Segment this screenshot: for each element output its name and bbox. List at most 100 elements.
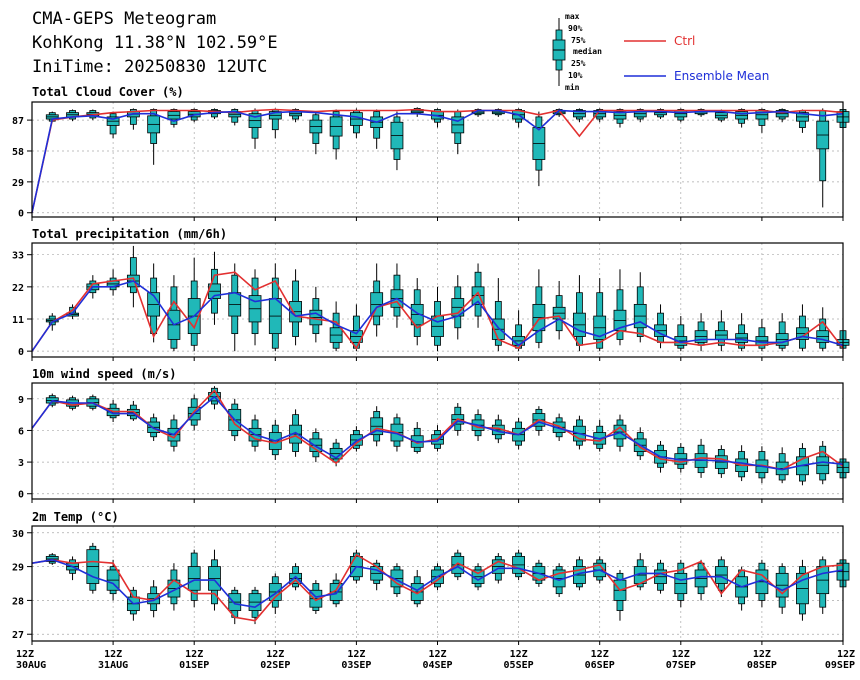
box-precipitation [654, 304, 667, 349]
location-label: KohKong 11.38°N 102.59°E [32, 33, 278, 53]
box-cloud-cover [633, 108, 647, 123]
box-precipitation [309, 286, 323, 343]
box-wind-speed [349, 426, 363, 452]
ctrl-line-temperature [31, 553, 844, 622]
y-tick-label: 0 [18, 347, 24, 358]
box-precipitation [532, 269, 546, 349]
box-cloud-cover [329, 109, 343, 160]
legend-p90-label: 90% [568, 24, 583, 33]
box-cloud-cover [167, 108, 181, 128]
box-cloud-cover [390, 111, 404, 171]
x-date-label: 01SEP [179, 660, 209, 671]
x-hour-label: 12Z [347, 649, 365, 660]
ctrl-line-precipitation [31, 271, 844, 352]
y-tick-label: 27 [12, 630, 24, 641]
box-temperature [45, 553, 59, 565]
x-hour-label: 12Z [428, 649, 446, 660]
box-wind-speed [309, 428, 323, 463]
panel-frame-temperature [31, 525, 844, 642]
panel-frame-precipitation [31, 242, 844, 358]
box-precipitation [268, 263, 282, 352]
box-cloud-cover [370, 109, 384, 149]
box-precipitation [755, 319, 769, 352]
box-cloud-cover [349, 108, 363, 139]
panel-title-temperature: 2m Temp (°C) [32, 510, 119, 524]
y-tick-label: 22 [12, 283, 24, 294]
legend-min-label: min [565, 82, 580, 92]
y-tick-label: 6 [18, 426, 24, 437]
chart-title: CMA-GEPS Meteogram [32, 9, 216, 29]
mean-line-wind-speed [31, 395, 844, 471]
box-temperature [86, 542, 100, 594]
legend-median-label: median [573, 46, 602, 56]
box-cloud-cover [66, 109, 79, 122]
mean-line-temperature [31, 558, 844, 609]
legend-p75-label: 75% [571, 36, 586, 45]
x-hour-label: 12Z [104, 649, 122, 660]
y-tick-label: 29 [12, 178, 24, 189]
box-precipitation [126, 245, 140, 308]
box-cloud-cover [573, 108, 586, 123]
x-date-label: 09SEP [825, 660, 855, 671]
box-cloud-cover [816, 108, 830, 208]
x-hour-label: 12Z [185, 649, 203, 660]
legend: max 90% 75% median 25% 10% min Ctrl Ense… [552, 12, 769, 92]
mean-line-cloud-cover [31, 109, 844, 213]
legend-p10-label: 10% [568, 71, 583, 80]
box-precipitation [674, 316, 688, 352]
box-wind-speed [775, 447, 789, 484]
x-hour-label: 12Z [753, 649, 771, 660]
panel-wind-speed: 10m wind speed (m/s) 0 3 6 9 [18, 367, 850, 503]
box-precipitation [471, 263, 485, 328]
box-precipitation [552, 281, 566, 340]
box-cloud-cover [775, 108, 789, 123]
box-cloud-cover [248, 108, 262, 149]
box-cloud-cover [694, 108, 708, 117]
y-tick-label: 0 [18, 209, 24, 220]
box-temperature [714, 556, 728, 598]
panels: Total Cloud Cover (%) 0 29 58 87 Total precip… [12, 85, 850, 645]
legend-ctrl-label: Ctrl [674, 34, 695, 48]
box-cloud-cover [532, 111, 546, 187]
x-hour-label: 12Z [837, 649, 855, 660]
box-precipitation [410, 278, 424, 346]
box-precipitation [167, 275, 181, 352]
box-wind-speed [593, 419, 607, 452]
box-temperature [816, 556, 830, 614]
box-wind-speed [674, 443, 688, 473]
box-precipitation [147, 263, 161, 343]
y-tick-label: 9 [18, 395, 24, 406]
panel-cloud-cover: Total Cloud Cover (%) 0 29 58 87 [12, 85, 850, 221]
x-axis: 12Z30AUG12Z31AUG12Z01SEP12Z02SEP12Z03SEP… [16, 649, 855, 671]
box-precipitation [248, 269, 262, 346]
y-tick-label: 11 [12, 315, 24, 326]
x-hour-label: 12Z [591, 649, 609, 660]
x-date-label: 03SEP [341, 660, 371, 671]
x-date-label: 07SEP [666, 660, 696, 671]
box-precipitation [106, 269, 120, 296]
x-date-label: 06SEP [585, 660, 615, 671]
box-temperature [167, 563, 181, 611]
box-cloud-cover [491, 108, 505, 117]
panel-title-cloud-cover: Total Cloud Cover (%) [32, 85, 184, 99]
box-precipitation [796, 304, 809, 352]
legend-boxplot-icon [552, 18, 566, 86]
x-hour-label: 12Z [266, 649, 284, 660]
box-wind-speed [147, 413, 161, 441]
box-cloud-cover [735, 108, 749, 128]
panel-precipitation: Total precipitation (mm/6h) 0 11 22 33 [12, 227, 850, 361]
x-date-label: 04SEP [422, 660, 452, 671]
box-temperature [106, 559, 120, 601]
box-temperature [248, 586, 262, 625]
box-temperature [654, 559, 667, 594]
box-precipitation [187, 257, 201, 352]
init-time-label: IniTime: 20250830 12UTC [32, 57, 267, 77]
panel-title-wind-speed: 10m wind speed (m/s) [32, 367, 177, 381]
y-tick-label: 58 [12, 147, 24, 158]
y-tick-label: 0 [18, 490, 24, 501]
box-wind-speed [370, 406, 384, 447]
box-temperature [796, 559, 809, 621]
y-tick-label: 33 [12, 251, 24, 262]
box-cloud-cover [106, 111, 120, 139]
